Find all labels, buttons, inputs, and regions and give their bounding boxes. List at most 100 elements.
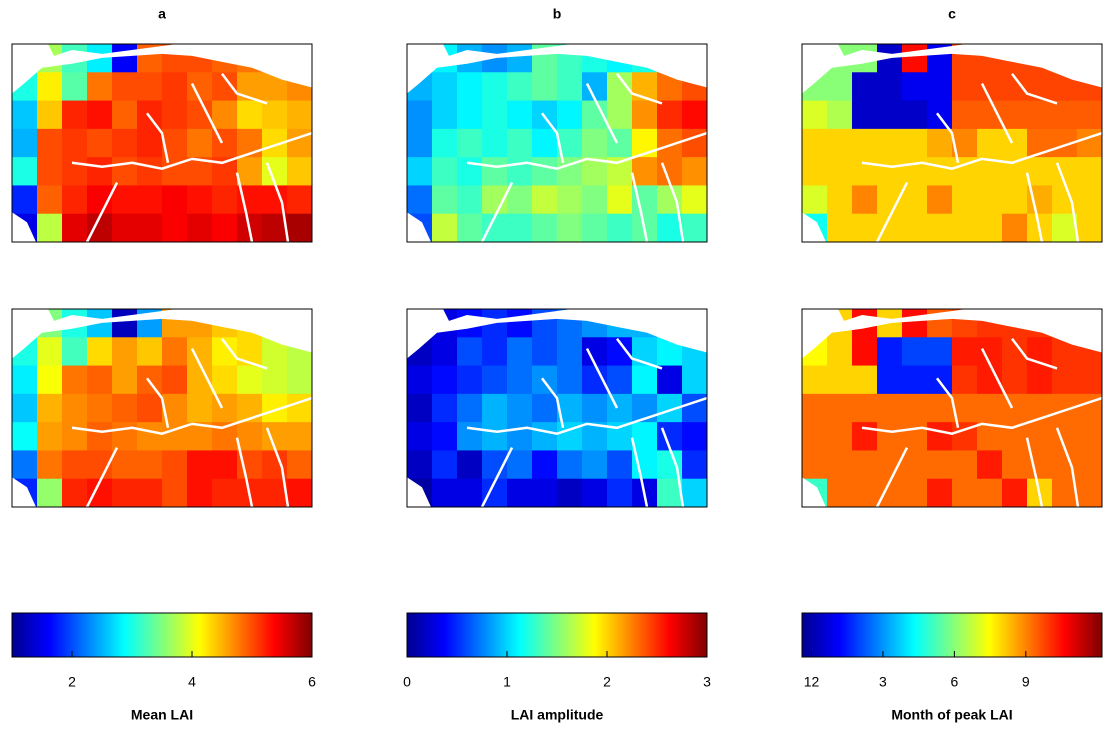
cell	[852, 422, 878, 451]
cell	[407, 393, 433, 423]
cell	[187, 128, 213, 158]
cell	[37, 478, 63, 508]
cell	[607, 478, 633, 508]
colorbar-tick-label: 2	[603, 674, 611, 690]
cell	[457, 365, 483, 395]
cell	[37, 128, 63, 158]
cell	[162, 213, 188, 243]
river	[85, 447, 119, 508]
cell	[12, 365, 38, 395]
cell	[457, 450, 483, 480]
cell	[407, 422, 433, 451]
cell	[212, 100, 238, 130]
cell	[287, 157, 313, 186]
cell	[852, 72, 878, 102]
cell	[682, 365, 708, 395]
cell	[977, 213, 1003, 243]
map-frame	[406, 43, 708, 243]
river	[480, 182, 514, 243]
map-frame	[406, 308, 708, 508]
cell	[927, 157, 953, 186]
cell	[977, 478, 1003, 508]
ocean	[12, 309, 312, 359]
cell	[877, 337, 903, 367]
cell	[212, 450, 238, 480]
river	[541, 112, 565, 164]
cell	[657, 365, 683, 395]
cell	[557, 337, 583, 367]
cell	[952, 213, 978, 243]
colorbar	[11, 612, 313, 658]
cell	[1002, 185, 1028, 215]
cell	[532, 450, 558, 480]
river	[190, 83, 224, 144]
river	[1011, 337, 1058, 370]
cell	[952, 478, 978, 508]
cell	[977, 185, 1003, 215]
cell	[137, 422, 163, 451]
cell	[187, 185, 213, 215]
river	[146, 112, 170, 164]
cell	[62, 128, 88, 158]
cell	[582, 213, 608, 243]
cell	[952, 337, 978, 367]
cell	[287, 185, 313, 215]
cell	[852, 450, 878, 480]
cell	[532, 478, 558, 508]
cell	[977, 128, 1003, 158]
cell	[607, 213, 633, 243]
river	[1011, 72, 1058, 105]
cell	[557, 478, 583, 508]
cell	[212, 213, 238, 243]
cell	[507, 100, 533, 130]
cell	[187, 478, 213, 508]
panel-title: b	[553, 6, 562, 22]
cell	[87, 422, 113, 451]
cell	[1027, 100, 1053, 130]
cell	[852, 478, 878, 508]
colorbar	[406, 612, 708, 658]
colorbar-tick-label: 1	[503, 674, 511, 690]
cell	[507, 185, 533, 215]
ocean	[802, 309, 1102, 359]
cell	[827, 393, 853, 423]
cell	[162, 72, 188, 102]
cell	[557, 185, 583, 215]
cell	[852, 213, 878, 243]
cell	[482, 422, 508, 451]
cell	[162, 478, 188, 508]
river	[265, 162, 290, 243]
cell	[432, 422, 458, 451]
cell	[237, 72, 263, 102]
cell	[827, 72, 853, 102]
cell	[287, 422, 313, 451]
cell	[877, 393, 903, 423]
cell	[802, 100, 828, 130]
cell	[212, 185, 238, 215]
cell	[432, 337, 458, 367]
cell	[902, 393, 928, 423]
cell	[507, 157, 533, 186]
cell	[607, 450, 633, 480]
cell	[457, 337, 483, 367]
cell	[287, 213, 313, 243]
cell	[852, 128, 878, 158]
cell	[1077, 422, 1103, 451]
cell	[927, 422, 953, 451]
cell	[902, 128, 928, 158]
cell	[37, 72, 63, 102]
cell	[137, 393, 163, 423]
cell	[62, 393, 88, 423]
cell	[802, 365, 828, 395]
cell	[827, 422, 853, 451]
river	[466, 131, 708, 171]
cell	[827, 337, 853, 367]
cell	[682, 422, 708, 451]
cell	[237, 365, 263, 395]
cell	[112, 157, 138, 186]
cell	[237, 422, 263, 451]
cell	[582, 478, 608, 508]
river	[265, 427, 290, 508]
cell	[877, 128, 903, 158]
